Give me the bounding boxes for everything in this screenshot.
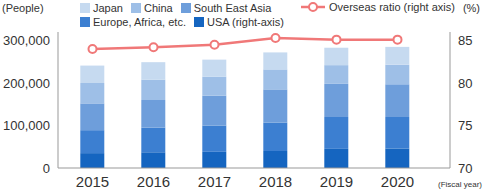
svg-text:75: 75 <box>458 118 472 133</box>
svg-text:70: 70 <box>458 161 472 176</box>
svg-text:200,000: 200,000 <box>8 76 50 91</box>
html-text:USA (right-axis): USA (right-axis) <box>206 16 284 28</box>
svg-text:2017: 2017 <box>198 173 231 190</box>
html-text:China: China <box>144 2 173 14</box>
svg-text:100,000: 100,000 <box>8 118 50 133</box>
html-text:Japan: Japan <box>93 2 123 14</box>
svg-text:2019: 2019 <box>320 173 353 190</box>
svg-text:300,000: 300,000 <box>8 33 50 48</box>
svg-text:2018: 2018 <box>259 173 292 190</box>
svg-text:2020: 2020 <box>381 173 414 190</box>
svg-text:80: 80 <box>458 76 472 91</box>
svg-text:85: 85 <box>458 33 472 48</box>
svg-text:2016: 2016 <box>137 173 170 190</box>
html-text:Overseas ratio (right axis): Overseas ratio (right axis) <box>329 1 455 13</box>
svg-text:0: 0 <box>43 161 50 176</box>
html-text:South East Asia: South East Asia <box>193 2 272 14</box>
html-text:(Fiscal year): (Fiscal year) <box>438 180 482 189</box>
html-text:Europe, Africa, etc.: Europe, Africa, etc. <box>93 16 186 28</box>
svg-text:2015: 2015 <box>76 173 109 190</box>
html-text:(People): (People) <box>2 2 44 14</box>
